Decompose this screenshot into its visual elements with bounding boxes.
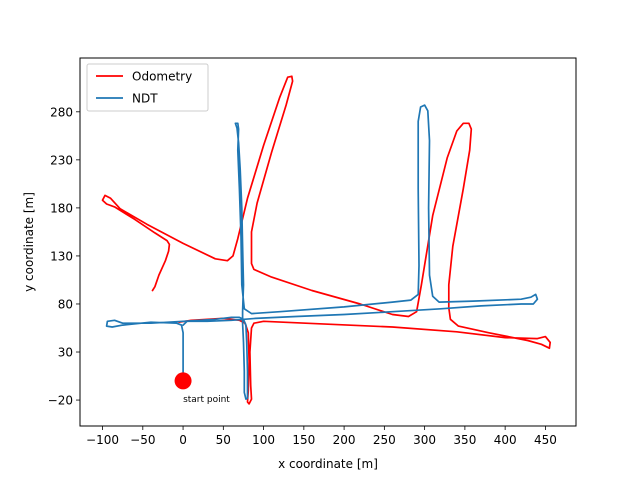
x-tick-label: 0 xyxy=(179,433,187,447)
y-axis-ticks: −20 30 80 130 180 230 280 xyxy=(48,105,80,408)
x-tick-label: −50 xyxy=(130,433,155,447)
series-layer xyxy=(101,75,552,405)
x-tick-label: −100 xyxy=(86,433,119,447)
x-tick-label: 450 xyxy=(534,433,557,447)
y-tick-label: 230 xyxy=(50,153,73,167)
start-point-marker xyxy=(174,372,192,390)
series-line-odometry xyxy=(101,75,552,405)
x-tick-label: 250 xyxy=(373,433,396,447)
x-tick-label: 50 xyxy=(216,433,231,447)
y-axis-label: y coordinate [m] xyxy=(22,192,36,292)
y-tick-label: −20 xyxy=(48,394,73,408)
x-tick-label: 100 xyxy=(252,433,275,447)
x-tick-label: 150 xyxy=(292,433,315,447)
series-line-ndt xyxy=(105,104,539,400)
y-tick-label: 80 xyxy=(58,297,73,311)
x-axis-ticks: −100 −50 0 50 100 150 200 250 300 350 400 450 xyxy=(86,426,557,447)
x-axis-label: x coordinate [m] xyxy=(278,457,378,471)
start-point-label: start point xyxy=(183,395,230,405)
x-tick-label: 200 xyxy=(333,433,356,447)
axes-background xyxy=(80,58,576,426)
plot-area: start point xyxy=(79,57,577,427)
legend-label-odometry: Odometry xyxy=(132,70,192,84)
y-tick-label: 180 xyxy=(50,201,73,215)
axes-frame xyxy=(79,57,577,427)
y-tick-label: 280 xyxy=(50,105,73,119)
y-tick-label: 130 xyxy=(50,249,73,263)
x-tick-label: 400 xyxy=(494,433,517,447)
legend-label-ndt: NDT xyxy=(132,92,158,106)
legend: Odometry NDT xyxy=(86,63,209,112)
x-tick-label: 300 xyxy=(413,433,436,447)
y-tick-label: 30 xyxy=(58,346,73,360)
x-tick-label: 350 xyxy=(453,433,476,447)
